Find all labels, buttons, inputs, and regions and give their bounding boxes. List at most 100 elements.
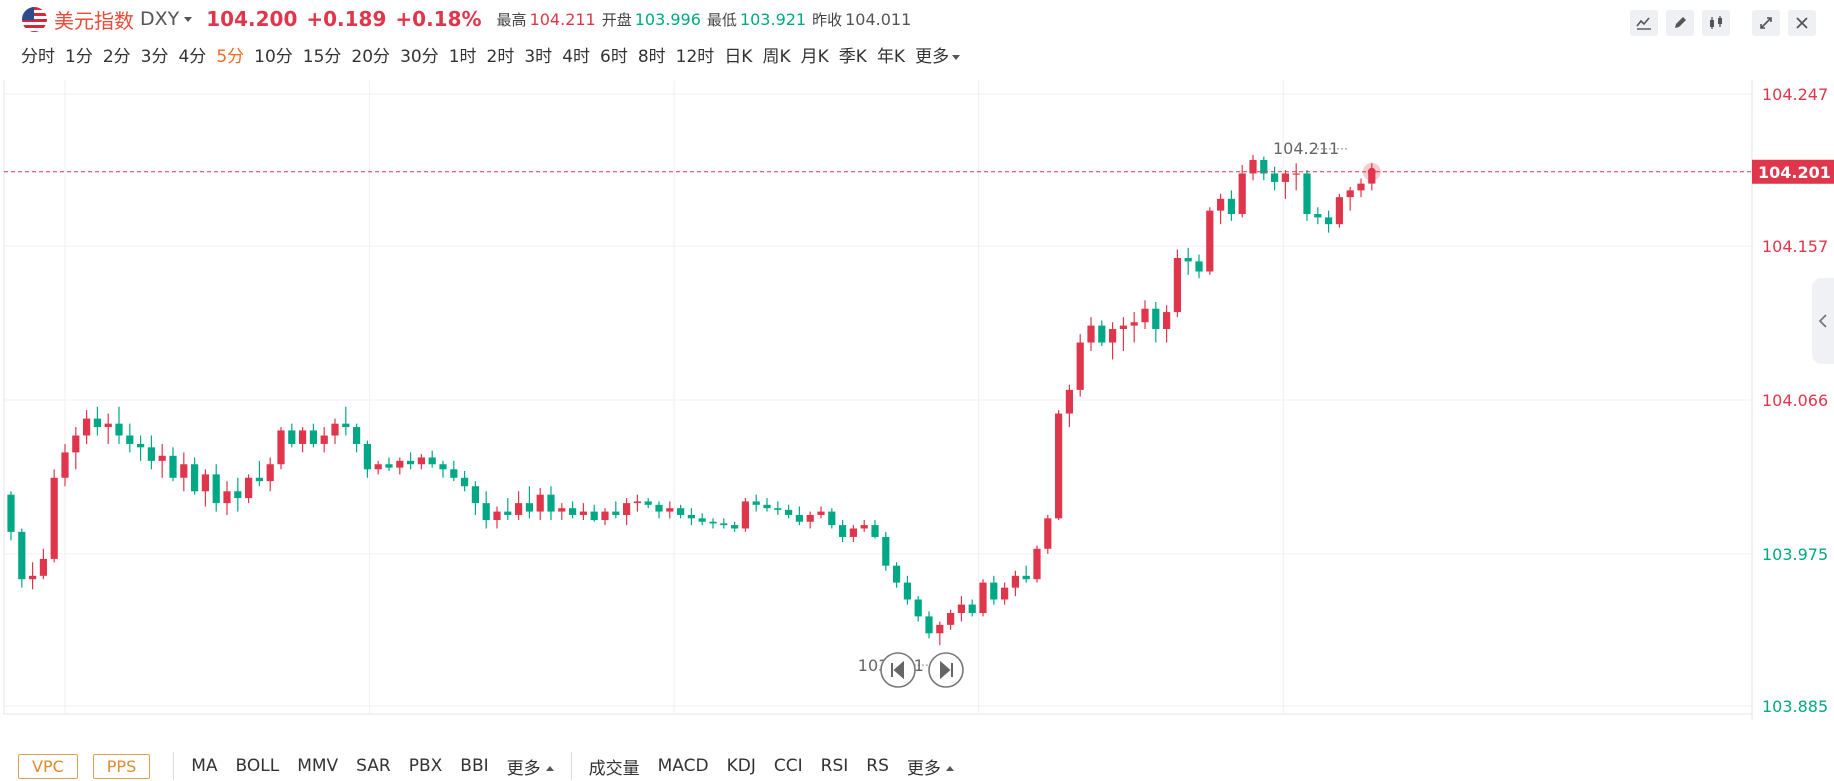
sub-indicator-5[interactable]: RS [866, 756, 889, 776]
candle-body [1022, 575, 1030, 580]
candle-body [839, 525, 847, 537]
candle-body [547, 494, 555, 512]
period-tab[interactable]: 3分 [140, 47, 169, 67]
sub-indicator-3[interactable]: CCI [773, 756, 803, 776]
sub-indicator-2[interactable]: KDJ [726, 756, 756, 776]
y-tick-label: 104.157 [1762, 237, 1828, 256]
candle-body [1281, 173, 1289, 182]
candle-body [709, 521, 717, 524]
main-indicator-boll[interactable]: BOLL [235, 756, 280, 776]
candle-body [677, 508, 685, 515]
playback-next-button[interactable] [928, 652, 964, 688]
instrument-dropdown-icon[interactable] [184, 16, 193, 22]
candle-body [450, 469, 458, 478]
main-indicator-more-button[interactable]: 更多 [507, 754, 554, 779]
main-indicator-pbx[interactable]: PBX [408, 756, 443, 776]
candle-body [806, 514, 814, 522]
period-tab[interactable]: 5分 [216, 47, 245, 67]
period-tab[interactable]: 6时 [600, 47, 628, 67]
candle-body [914, 599, 922, 617]
chevron-left-icon [1818, 314, 1827, 328]
candle-body [903, 582, 911, 600]
candle-body [158, 455, 166, 461]
period-more-button[interactable]: 更多 [915, 42, 961, 67]
sub-indicator-1[interactable]: MACD [657, 756, 709, 776]
y-tick-label: 104.247 [1762, 85, 1828, 104]
main-indicator-bbi[interactable]: BBI [460, 756, 489, 776]
chevron-up-icon [945, 766, 954, 771]
period-tab[interactable]: 20分 [351, 47, 391, 67]
candle-body [990, 582, 998, 600]
period-tab[interactable]: 30分 [400, 47, 439, 67]
period-tab[interactable]: 1时 [448, 47, 477, 67]
candle-body [590, 511, 598, 521]
period-tab[interactable]: 季K [838, 47, 867, 67]
period-tab[interactable]: 3时 [524, 47, 553, 67]
period-tab[interactable]: 日K [724, 47, 753, 67]
period-tab[interactable]: 4分 [178, 47, 207, 67]
period-tab[interactable]: 周K [762, 47, 791, 67]
period-tab[interactable]: 年K [876, 47, 906, 67]
main-indicator-ma[interactable]: MA [191, 756, 218, 776]
expand-icon[interactable] [1752, 10, 1780, 36]
candle-body [1368, 171, 1376, 184]
candle-body [93, 418, 101, 428]
candle-body [288, 430, 296, 444]
candle-body [752, 501, 760, 505]
candlestick-chart[interactable]: 104.247104.157104.066103.975103.88501:35… [0, 80, 1834, 742]
candle-body [245, 477, 253, 499]
pen-icon[interactable] [1666, 10, 1694, 36]
candle-settings-icon[interactable] [1702, 10, 1730, 36]
candle-body [1109, 328, 1117, 343]
candle-body [1033, 548, 1041, 580]
high-label: 最高 [496, 10, 527, 29]
main-indicator-mmv[interactable]: MMV [297, 756, 339, 776]
indicator-pps-button[interactable]: PPS [92, 753, 151, 779]
period-tab[interactable]: 2时 [486, 47, 515, 67]
playback-prev-button[interactable] [880, 652, 916, 688]
candle-body [255, 477, 263, 482]
candle-body [1044, 518, 1052, 549]
candle-body [137, 443, 145, 448]
indicator-vpc-button[interactable]: VPC [18, 753, 78, 779]
main-indicator-sar[interactable]: SAR [356, 756, 391, 776]
period-tab[interactable]: 8时 [637, 47, 666, 67]
candle-body [363, 443, 371, 470]
candle-body [515, 503, 523, 515]
side-panel-toggle[interactable] [1812, 278, 1834, 364]
period-tab[interactable]: 1分 [65, 47, 93, 67]
period-tab[interactable]: 15分 [302, 47, 342, 67]
period-tab[interactable]: 12时 [675, 47, 715, 67]
close-icon[interactable] [1788, 10, 1816, 36]
period-tab[interactable]: 4时 [562, 47, 591, 67]
instrument-name[interactable]: 美元指数 [54, 8, 134, 33]
period-tab[interactable]: 月K [800, 47, 829, 67]
max-marker-label: 104.211 [1273, 139, 1339, 158]
chevron-up-icon [545, 766, 554, 771]
sub-indicator-more-button[interactable]: 更多 [907, 754, 954, 779]
candle-body [1346, 190, 1354, 198]
live-pulse-dot [1367, 167, 1376, 176]
chart-svg[interactable]: 104.247104.157104.066103.975103.88501:35… [0, 80, 1834, 742]
line-tool-icon[interactable] [1630, 10, 1658, 36]
divider [173, 752, 175, 780]
candle-body [871, 525, 879, 537]
candle-body [299, 430, 307, 444]
candle-body [1011, 575, 1019, 588]
sub-indicator-4[interactable]: RSI [820, 756, 849, 776]
candle-body [396, 460, 404, 468]
instrument-code[interactable]: DXY [140, 8, 180, 30]
period-tabs: 分时 1分 2分 3分 4分 5分 10分 15分 20分 30分 1时 2时 3时 4时 6时 8时 12时日… [16, 42, 965, 67]
period-tab[interactable]: 10分 [254, 47, 293, 67]
candle-body [558, 508, 566, 512]
candle-body [72, 435, 80, 453]
candle-body [309, 430, 317, 444]
candle-body [1195, 261, 1203, 272]
candle-body [655, 504, 663, 512]
period-tab[interactable]: 分时 [21, 47, 55, 67]
candle-body [612, 511, 620, 515]
sub-indicator-0[interactable]: 成交量 [588, 758, 640, 779]
candle-body [1076, 342, 1084, 390]
period-tab[interactable]: 2分 [102, 47, 131, 67]
candle-body [623, 503, 631, 515]
